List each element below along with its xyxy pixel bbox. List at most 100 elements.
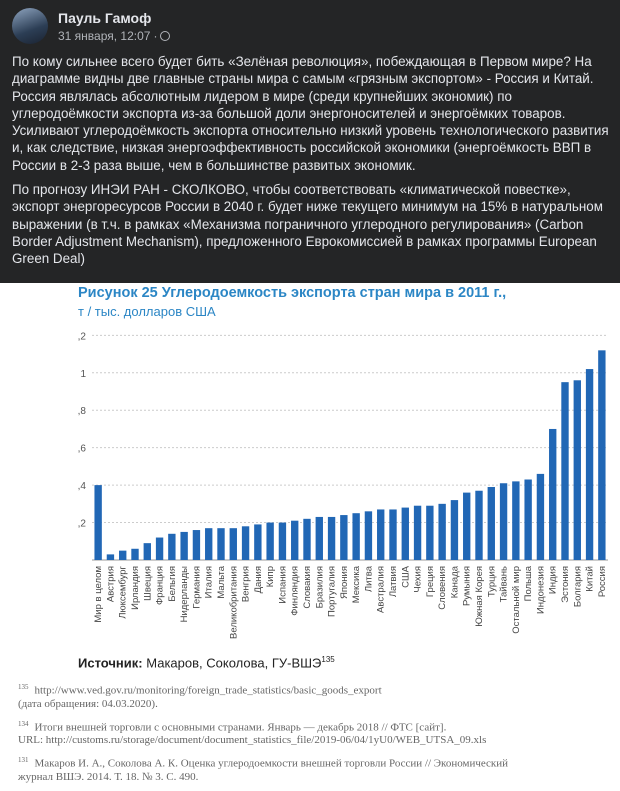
chart-subtitle: т / тыс. долларов США [78, 304, 216, 319]
x-tick-label: Португалия [327, 566, 338, 617]
x-tick-label: Мир в целом [93, 566, 104, 623]
x-tick-label: Швеция [142, 566, 153, 601]
paragraph: По прогнозу ИНЭИ РАН - СКОЛКОВО, чтобы с… [12, 182, 603, 267]
source-label: Источник: [78, 655, 143, 671]
x-tick-label: Южная Корея [474, 566, 485, 627]
source: Источник: Макаров, Соколова, ГУ-ВШЭ135 [78, 655, 335, 670]
post-date[interactable]: 31 января, 12:07 · [58, 29, 171, 43]
bar [327, 516, 336, 560]
bar [352, 513, 360, 560]
x-tick-label: Мальта [216, 565, 227, 598]
bar [512, 481, 520, 560]
x-tick-label: Румыния [462, 566, 473, 606]
x-tick-label: Бельгия [167, 566, 178, 602]
bar [241, 526, 250, 560]
bar [106, 554, 115, 560]
footnote-line: http://www.ved.gov.ru/monitoring/foreign… [34, 684, 382, 697]
x-tick-label: Люксембург [118, 565, 129, 618]
author[interactable]: Пауль Гамоф [58, 10, 152, 26]
privacy-icon [160, 31, 171, 41]
x-tick-label: Канада [449, 565, 460, 598]
bar [155, 537, 164, 560]
x-tick-label: Тайвань [499, 566, 510, 602]
bar [266, 522, 274, 560]
x-tick-label: Китай [585, 566, 596, 592]
bar [573, 380, 581, 560]
footnote-line: Итоги внешней торговли с основными стран… [34, 721, 447, 734]
x-tick-label: Россия [597, 566, 608, 597]
x-tick-label: Чехия [413, 566, 424, 593]
y-tick-label: ,6 [78, 444, 87, 455]
bar [291, 520, 299, 560]
x-tick-label: Финляндия [290, 566, 301, 616]
bar [254, 524, 262, 560]
y-tick-label: ,4 [78, 481, 87, 492]
chart-title: Рисунок 25 Углеродоемкость экспорта стра… [78, 285, 506, 301]
x-tick-label: Бразилия [314, 566, 325, 608]
date-text[interactable]: 31 января, 12:07 [58, 29, 151, 43]
bar [217, 528, 225, 560]
footnotes: 135 http://www.ved.gov.ru/monitoring/fore… [18, 681, 608, 791]
chart: Рисунок 25 Углеродоемкость экспорта стра… [78, 285, 608, 639]
footnote: 131 Макаров И. А., Соколова А. К. Оценка … [18, 754, 608, 784]
bar [315, 516, 323, 560]
bar [413, 505, 422, 560]
bar [475, 490, 483, 560]
footnote-number: 131 [18, 756, 29, 765]
footnote-line: URL: http://customs.ru/storage/document/… [18, 734, 487, 747]
x-tick-label: Греция [425, 566, 436, 597]
x-tick-label: Австралия [376, 566, 387, 613]
y-tick-label: 1 [80, 369, 86, 380]
bar [561, 382, 569, 560]
source-text: Макаров, Соколова, ГУ-ВШЭ [146, 655, 322, 671]
x-tick-label: Эстония [560, 566, 571, 603]
footnote: 134 Итоги внешней торговли с основными ст… [18, 718, 608, 748]
paragraph: По кому сильнее всего будет бить «Зелёна… [12, 54, 609, 173]
bar [364, 511, 373, 560]
x-tick-label: Испания [277, 566, 288, 604]
bar [180, 531, 188, 560]
footnote-number: 134 [18, 719, 29, 728]
bar [598, 350, 606, 560]
post: Пауль Гамоф 31 января, 12:07 · По кому си… [0, 0, 620, 283]
bar [143, 543, 151, 560]
source-ref: 135 [321, 655, 335, 664]
x-tick-label: Австрия [105, 566, 116, 602]
bar [585, 369, 594, 560]
bar [499, 483, 508, 560]
x-tick-label: Словения [437, 566, 448, 610]
x-tick-label: Литва [363, 565, 374, 592]
bar [549, 428, 557, 560]
y-tick-label: ,2 [78, 331, 87, 342]
bar [278, 522, 287, 560]
footnote-line: (дата обращения: 04.03.2020). [18, 697, 158, 710]
bar [389, 509, 397, 560]
x-tick-label: Нидерланды [179, 566, 190, 623]
x-tick-label: Индонезия [535, 566, 546, 614]
x-tick-label: Великобритания [228, 566, 239, 639]
x-tick-label: Болгария [572, 566, 583, 607]
bar [192, 530, 201, 560]
footnote: 135 http://www.ved.gov.ru/monitoring/fore… [18, 681, 608, 711]
x-tick-label: Польша [523, 565, 534, 601]
y-tick-label: ,8 [78, 406, 87, 417]
bar [450, 500, 459, 560]
bar [340, 515, 348, 560]
bar [377, 509, 385, 560]
post-text: По кому сильнее всего будет бить «Зелёна… [12, 53, 612, 275]
x-tick-label: Япония [339, 566, 350, 599]
bar [94, 485, 102, 560]
x-tick-label: Словакия [302, 566, 313, 609]
footnote-line: журнал ВШЭ. 2014. Т. 18. № 3. С. 490. [18, 770, 199, 783]
bar [426, 505, 434, 560]
figure: Рисунок 25 Углеродоемкость экспорта стра… [0, 283, 620, 785]
x-tick-label: Турция [486, 566, 497, 597]
x-tick-label: Дания [253, 566, 264, 593]
bar [524, 479, 532, 560]
footnote-number: 135 [18, 683, 29, 691]
avatar[interactable] [12, 8, 48, 44]
footnote-line: Макаров И. А., Соколова А. К. Оценка угл… [34, 757, 509, 770]
x-tick-label: Ирландия [130, 566, 141, 610]
x-tick-label: Франция [155, 566, 166, 605]
